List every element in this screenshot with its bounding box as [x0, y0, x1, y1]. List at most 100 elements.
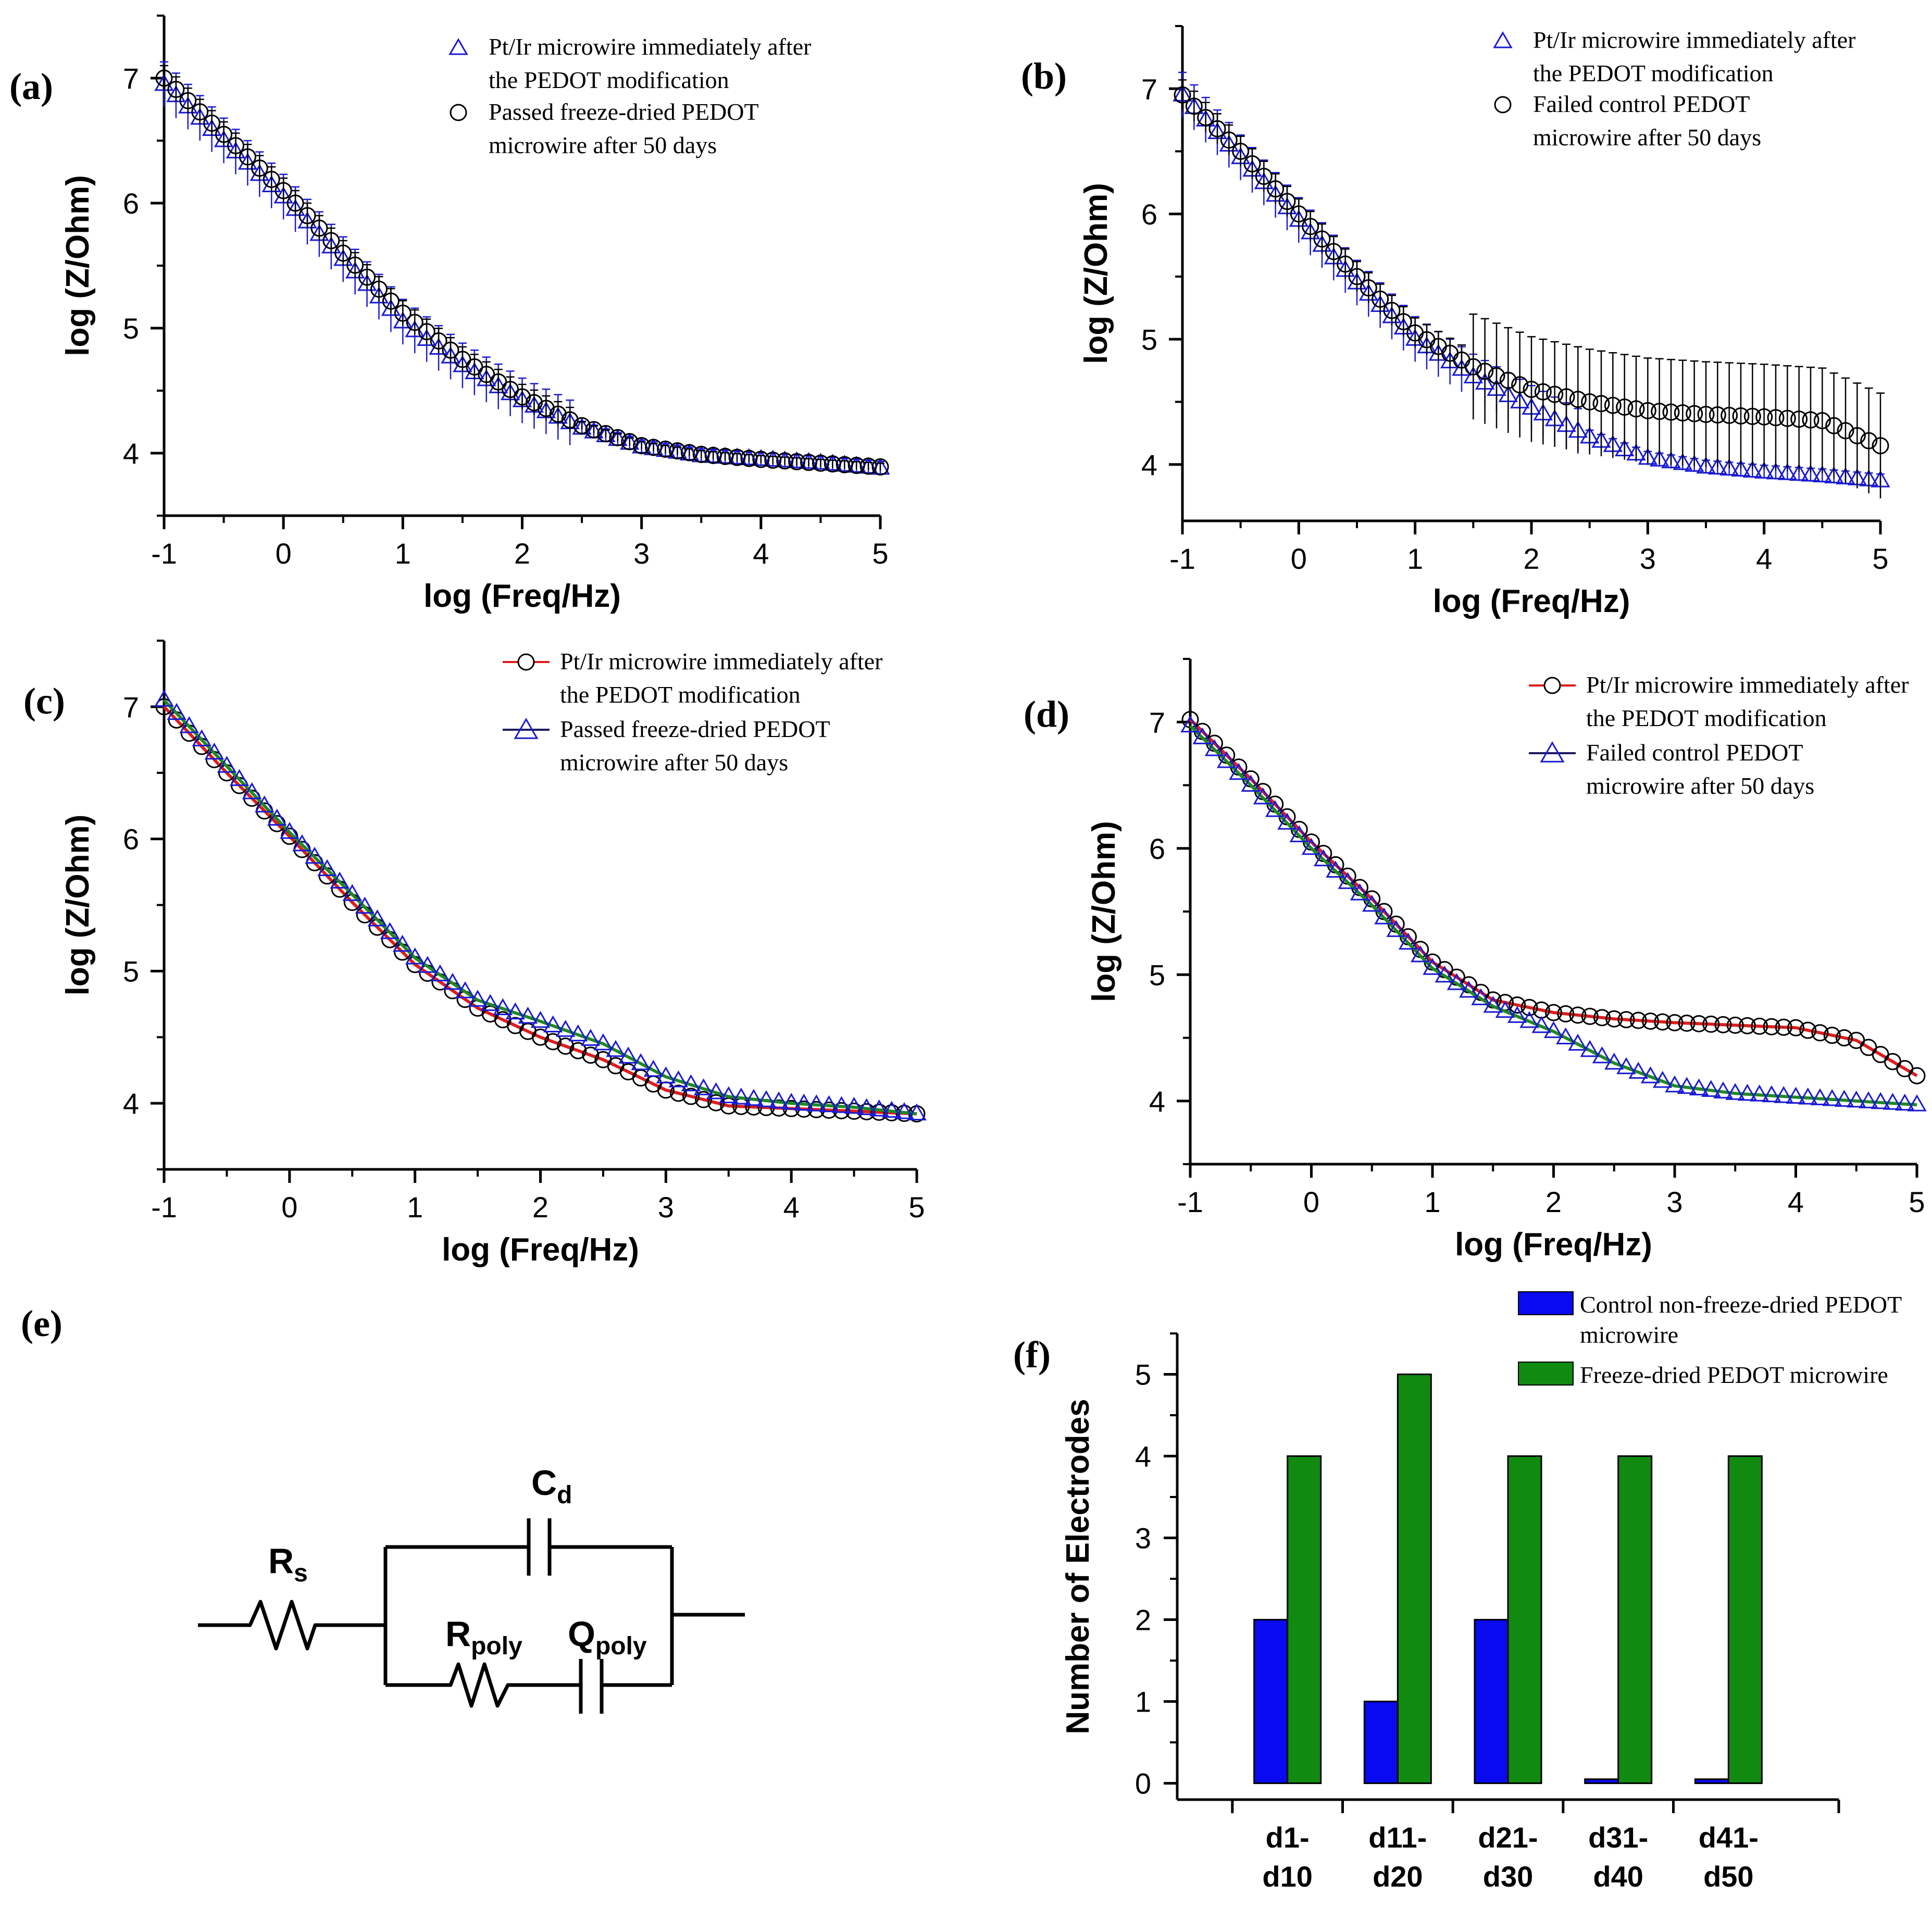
data-point-circle [1372, 290, 1389, 308]
x-category-label: d41- [1699, 1821, 1759, 1854]
data-point-triangle [781, 1093, 801, 1110]
x-tick-label: 0 [281, 1191, 297, 1224]
data-point-circle [1775, 1018, 1792, 1036]
data-point-circle [203, 114, 221, 132]
data-point-triangle [1556, 1027, 1576, 1045]
panel-label: (b) [1021, 55, 1067, 97]
data-point-circle [544, 1033, 562, 1051]
rs-main: R [268, 1541, 294, 1581]
data-point-triangle [555, 1020, 576, 1037]
bar-freeze-dried [1507, 1455, 1542, 1785]
legend-swatch [1518, 1362, 1574, 1386]
y-tick-label: 0 [1135, 1767, 1151, 1800]
data-point-circle [1678, 1014, 1696, 1032]
data-point-circle [215, 126, 233, 143]
data-point-circle [1290, 205, 1307, 223]
series-2 [155, 65, 889, 476]
legend: Pt/Ir microwire immediately after the PED… [1493, 27, 1856, 151]
data-point-circle [418, 323, 435, 341]
data-point-circle [668, 442, 686, 460]
y-tick-label: 4 [1149, 1085, 1165, 1118]
data-point-triangle [1640, 1066, 1661, 1083]
y-tick-label: 5 [1141, 323, 1157, 356]
series-1 [155, 698, 926, 1122]
data-point-triangle [568, 1024, 588, 1042]
rpoly-resistor [385, 1662, 672, 1708]
data-point-circle [1726, 1016, 1744, 1034]
rs-label: Rs [268, 1541, 308, 1587]
bar-freeze-dried [1617, 1455, 1653, 1785]
data-point-circle [1174, 86, 1191, 104]
legend-text: Passed freeze-dried PEDOT [560, 716, 830, 742]
bar-freeze-dried [1287, 1455, 1322, 1785]
x-tick-label: 4 [1788, 1186, 1804, 1218]
y-tick-label: 4 [1135, 1440, 1151, 1473]
data-point-triangle [505, 1002, 526, 1020]
x-tick-label: 4 [1756, 542, 1772, 575]
y-tick-label: 6 [123, 187, 139, 220]
data-point-circle [1546, 385, 1564, 403]
data-point-triangle [1653, 1070, 1673, 1088]
data-point-circle [1476, 363, 1494, 380]
data-point-triangle [794, 1093, 814, 1111]
data-point-circle [824, 455, 841, 473]
data-point-circle [1509, 996, 1526, 1014]
data-point-circle [1629, 1012, 1647, 1029]
x-tick-label: 4 [783, 1191, 800, 1224]
data-point-triangle [1471, 988, 1491, 1005]
x-tick-label: 0 [1303, 1186, 1319, 1218]
data-point-triangle [1762, 1085, 1781, 1103]
data-point-circle [1823, 1027, 1841, 1044]
legend-text: the PEDOT modification [560, 681, 801, 708]
data-point-circle [582, 1046, 600, 1064]
legend-marker-triangle [448, 38, 468, 55]
data-point-circle [1545, 1004, 1562, 1021]
data-point-triangle [154, 690, 174, 707]
data-point-triangle [1495, 1001, 1515, 1018]
data-point-circle [1604, 396, 1622, 414]
data-point-triangle [1895, 1093, 1915, 1111]
data-point-circle [645, 439, 663, 456]
data-point-circle [695, 1091, 713, 1108]
cd-capacitor [527, 1518, 552, 1576]
data-point-triangle [1616, 1057, 1636, 1075]
data-point-triangle [1684, 455, 1704, 472]
data-point-circle [680, 444, 698, 461]
x-tick-label: 1 [407, 1191, 423, 1224]
data-point-circle [227, 137, 244, 155]
data-point-circle [251, 159, 268, 177]
data-point-circle [532, 1028, 549, 1046]
data-point-circle [1651, 403, 1668, 420]
y-tick-label: 1 [1135, 1686, 1151, 1718]
data-point-circle [1627, 400, 1645, 418]
data-point-circle [728, 448, 746, 466]
data-point-triangle [330, 871, 350, 889]
data-point-circle [1654, 1013, 1672, 1031]
data-point-circle [1702, 1015, 1720, 1033]
data-point-circle [1763, 1018, 1780, 1035]
bar-freeze-dried [1727, 1455, 1763, 1785]
data-point-circle [1767, 409, 1785, 427]
data-point-triangle [731, 1087, 751, 1105]
data-point-circle [1787, 1019, 1804, 1037]
data-point-circle [1592, 395, 1610, 413]
data-point-circle [1348, 268, 1366, 285]
data-point-circle [870, 1103, 888, 1121]
panel-d-chart: -1 0 1 2 3 4 5 4 5 6 7 log (Freq/Hz) log (Z/Ohm) (d) P… [1024, 658, 1927, 1263]
legend-marker-circle [1543, 677, 1561, 694]
data-point-circle [633, 437, 651, 455]
data-point-triangle [656, 1066, 676, 1083]
data-point-circle [1394, 313, 1412, 331]
panel-e-circuit: (e) Rs Cd Rpoly Qpoly [21, 1303, 745, 1714]
data-point-triangle [1362, 894, 1382, 912]
rpoly-label: Rpoly [445, 1614, 522, 1660]
bar-control [1363, 1701, 1399, 1785]
data-point-circle [1755, 408, 1773, 426]
data-point-triangle [1834, 1090, 1854, 1107]
data-point-circle [776, 452, 794, 470]
data-point-triangle [581, 1029, 601, 1046]
x-tick-label: 2 [514, 537, 530, 570]
x-tick-label: -1 [151, 537, 177, 570]
series-1 [1181, 710, 1926, 1084]
data-point-triangle [1180, 715, 1200, 733]
